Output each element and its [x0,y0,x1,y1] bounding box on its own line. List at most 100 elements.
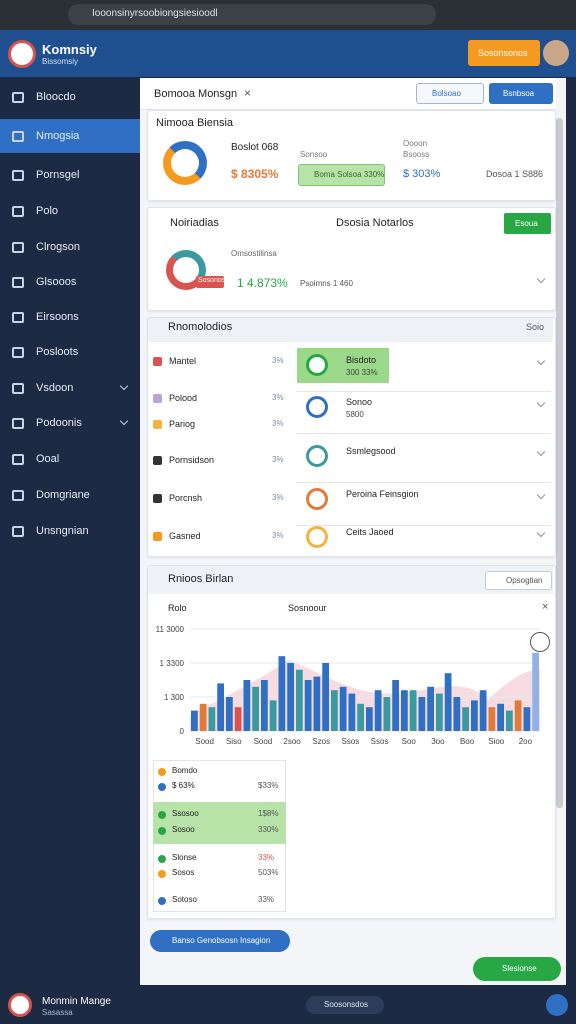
header-button[interactable] [468,40,540,66]
row-divider [296,482,551,483]
legend-pct: 33% [258,895,275,904]
panel-button[interactable] [416,83,484,104]
sidebar-item[interactable]: Ooal [36,453,60,465]
bar [532,652,539,731]
sidebar-item[interactable]: Glsooos [36,276,77,288]
row-name[interactable]: Gasned [169,531,201,541]
footer-action[interactable] [546,994,568,1016]
row-icon [306,488,328,510]
bar [453,697,461,731]
row-name[interactable]: Peroina Feinsgion [346,489,419,499]
sidebar-item[interactable]: Domgriane [36,489,90,501]
footer: Monmin Mange Sasassa Soosonsdos [0,985,576,1024]
y-tick-label: 1 300 [164,693,185,702]
bar [444,673,452,731]
bar [409,690,417,731]
footer-pill[interactable] [306,996,384,1014]
row-icon [153,394,162,403]
tab[interactable]: Sosnoour [288,603,327,613]
card-title: Rnioos Birlan [168,573,234,585]
sidebar-icon [12,383,24,394]
row-divider [296,391,551,392]
legend-highlight [153,802,286,844]
bar [269,700,277,731]
row-pct: 3% [272,455,284,464]
bar [427,686,434,731]
card-title: Noiriadias [170,217,219,229]
legend-pct: 1$8% [258,809,279,818]
row-name[interactable]: Polood [169,393,198,403]
bar [331,690,338,731]
sidebar-item[interactable]: Bloocdo [36,91,76,103]
close[interactable]: × [542,601,549,613]
sidebar-item[interactable]: Posloots [36,346,79,358]
legend-name: Bomdo [172,766,198,775]
card-header [148,318,553,342]
bar [366,707,373,731]
browser-bar: Iooonsinyrsoobiongsiesioodl [0,0,576,30]
bar [252,686,259,731]
sidebar-item[interactable]: Unsngnian [36,525,89,537]
panel-title: Bomooa Monsgn [154,88,238,100]
bar [357,703,364,731]
sidebar-item[interactable]: Polo [36,205,59,217]
panel-button-label: Bolsoao [432,89,461,98]
label: Dosoa 1 S886 [486,169,544,179]
x-tick-label: Ssos [342,737,360,746]
row-icon [153,532,162,541]
donut [163,141,207,185]
donut-tag [196,276,224,288]
sidebar-item[interactable]: Vsdoon [36,382,74,394]
row-name[interactable]: Ceits Jaoed [346,527,394,537]
avatar[interactable] [543,40,569,66]
bar [348,693,356,731]
tab[interactable]: Rolo [168,603,187,613]
row-name[interactable]: Porcnsh [169,493,203,503]
row-icon [306,445,328,467]
sidebar-icon [12,92,24,103]
sidebar-item[interactable]: Clrogson [36,241,81,253]
y-tick-label: 0 [180,727,185,736]
card-subtitle: Dsosia Notarlos [336,217,414,229]
url-field[interactable] [68,4,436,25]
label: Oooon [403,139,428,148]
legend-name: Sosoo [172,825,195,834]
row-name[interactable]: Sonoo [346,397,373,407]
footer-logo [8,993,32,1017]
sidebar-icon [12,131,24,142]
header-button-label: Sosonsonos [478,48,528,58]
bar [514,700,522,731]
x-tick-label: Soo [402,737,417,746]
row-name[interactable]: Bisdoto [346,355,377,365]
sidebar-item[interactable]: Eirsoons [36,311,79,323]
row-divider [296,525,551,526]
row-name[interactable]: Mantel [169,356,197,366]
sidebar-item[interactable]: Nmogsia [36,130,80,142]
row-pct: 3% [272,393,284,402]
sidebar-item[interactable]: Pornsgel [36,169,80,181]
bar [471,700,478,731]
sidebar-icon [12,490,24,501]
pill-label: Boma Solsoa 330% [314,170,385,179]
chart-marker[interactable] [530,632,550,652]
legend-name: Sosos [172,868,195,877]
x-tick-label: Sood [254,737,273,746]
card-button-label: Esoua [515,219,538,228]
row-pct: 3% [272,531,284,540]
card-button[interactable] [485,571,552,590]
card-action[interactable]: Soio [526,322,545,332]
bar [208,707,216,731]
pill [298,164,385,186]
sidebar-item[interactable]: Podoonis [36,417,82,429]
card-button[interactable] [504,213,551,234]
row-name[interactable]: Pornsidson [169,455,215,465]
row-name[interactable]: Ssmlegsood [346,446,396,456]
bar [199,703,207,731]
x-tick-label: 2soo [283,737,301,746]
bottom-button[interactable] [473,957,561,981]
bottom-pill[interactable] [150,930,290,952]
row-name[interactable]: Pariog [169,419,196,429]
panel-button[interactable] [489,83,553,104]
footer-subtitle: Sasassa [42,1008,73,1017]
